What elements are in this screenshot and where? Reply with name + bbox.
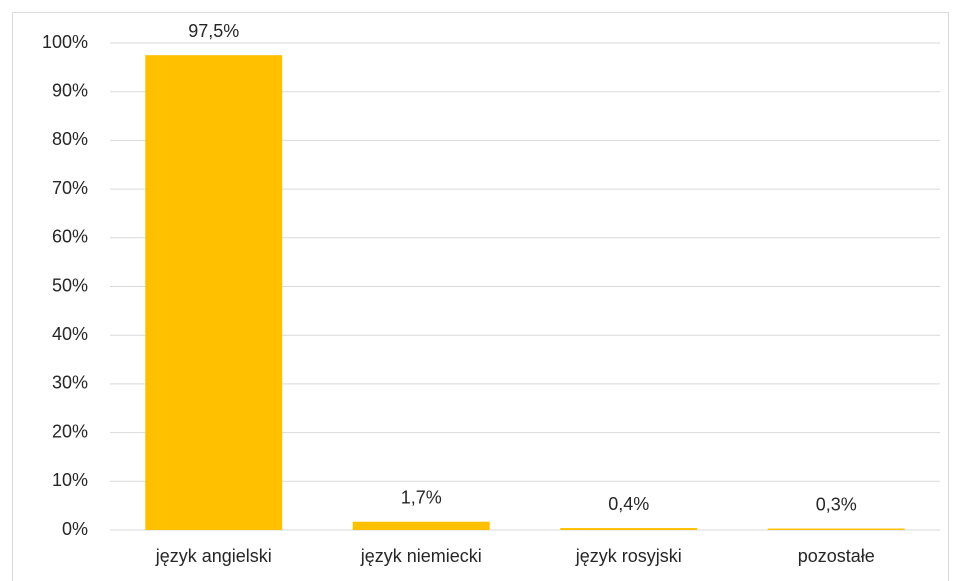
y-tick-label: 10% (52, 470, 88, 490)
y-tick-label: 60% (52, 227, 88, 247)
data-label: 0,4% (608, 494, 649, 514)
y-tick-label: 100% (42, 32, 88, 52)
data-label: 97,5% (188, 21, 239, 41)
y-tick-label: 50% (52, 275, 88, 295)
bar (145, 55, 283, 531)
x-tick-label: język niemiecki (360, 546, 482, 566)
x-tick-label: język angielski (155, 546, 272, 566)
x-tick-label: pozostałe (798, 546, 875, 566)
data-label: 0,3% (816, 494, 857, 514)
y-tick-label: 90% (52, 80, 88, 100)
x-tick-label: język rosyjski (575, 546, 682, 566)
bar (767, 528, 905, 530)
data-label: 1,7% (401, 487, 442, 507)
y-tick-label: 40% (52, 324, 88, 344)
bar (352, 521, 490, 530)
y-tick-label: 30% (52, 373, 88, 393)
y-tick-label: 0% (62, 519, 88, 539)
chart-border (12, 12, 949, 581)
y-tick-label: 80% (52, 129, 88, 149)
y-tick-label: 20% (52, 421, 88, 441)
y-tick-label: 70% (52, 178, 88, 198)
bar (560, 528, 698, 530)
